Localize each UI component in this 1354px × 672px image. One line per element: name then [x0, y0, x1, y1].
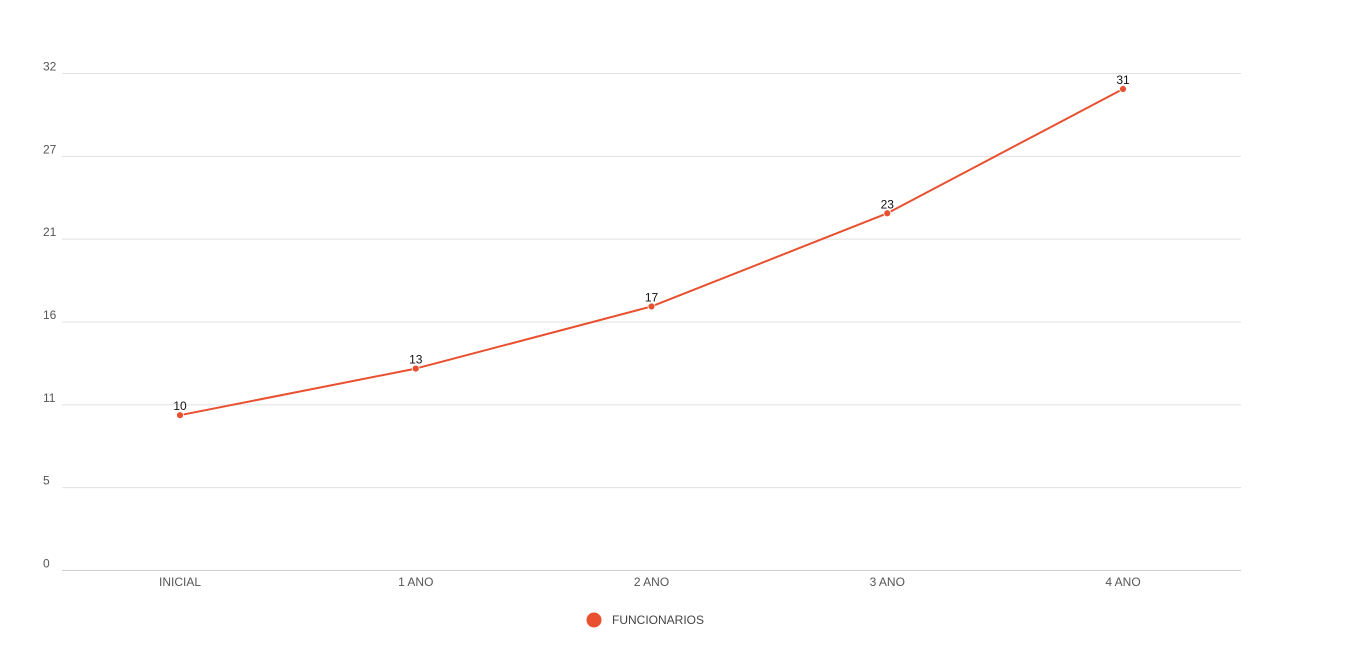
series-layer: 10 13 17 23 31 [173, 73, 1130, 420]
x-tick-label: 1 ANO [398, 575, 433, 589]
series-line [179, 88, 1124, 417]
y-axis: 0 5 11 16 21 27 32 [43, 60, 57, 571]
y-tick-label: 16 [43, 308, 57, 322]
data-point[interactable] [176, 411, 184, 420]
x-tick-label: INICIAL [159, 575, 201, 589]
x-tick-label: 2 ANO [634, 575, 669, 589]
legend-label: FUNCIONARIOS [612, 613, 704, 627]
y-tick-label: 0 [43, 557, 50, 571]
x-axis: INICIAL 1 ANO 2 ANO 3 ANO 4 ANO [159, 575, 1141, 589]
legend-marker [586, 612, 602, 628]
x-tick-label: 3 ANO [870, 575, 905, 589]
data-point[interactable] [1119, 85, 1127, 93]
grid-layer [62, 73, 1241, 571]
data-label: 13 [409, 353, 423, 367]
data-label: 10 [173, 399, 187, 413]
y-tick-label: 11 [43, 391, 56, 405]
data-label: 23 [881, 197, 895, 211]
y-tick-label: 32 [43, 60, 57, 74]
y-tick-label: 21 [43, 225, 57, 239]
data-label: 31 [1116, 73, 1130, 87]
x-tick-label: 4 ANO [1105, 575, 1140, 589]
data-point[interactable] [411, 364, 420, 373]
data-label: 17 [645, 290, 659, 304]
y-tick-label: 5 [43, 474, 50, 488]
y-tick-label: 27 [43, 142, 57, 156]
data-point[interactable] [647, 302, 656, 311]
data-point[interactable] [883, 209, 892, 218]
legend[interactable]: FUNCIONARIOS [586, 612, 705, 628]
